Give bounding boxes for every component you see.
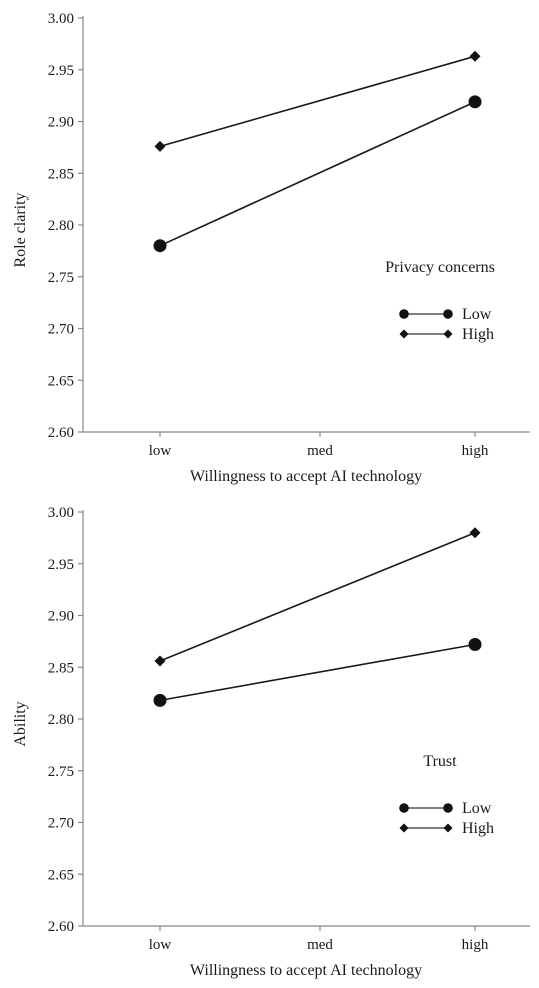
x-tick-label: low bbox=[149, 937, 172, 953]
legend-title: Trust bbox=[423, 753, 457, 770]
data-point-high bbox=[154, 140, 166, 152]
y-tick-label: 2.90 bbox=[48, 609, 74, 625]
series-line-low bbox=[159, 101, 476, 247]
data-point-high bbox=[469, 50, 481, 62]
y-tick-label: 2.65 bbox=[48, 867, 74, 883]
y-tick-label: 2.75 bbox=[48, 270, 74, 286]
y-tick-label: 2.85 bbox=[48, 660, 74, 676]
y-tick-label: 2.70 bbox=[48, 816, 74, 832]
legend-marker-circle-icon bbox=[399, 803, 409, 813]
x-tick-label: high bbox=[462, 443, 489, 459]
x-axis-title: Willingness to accept AI technology bbox=[190, 962, 422, 979]
y-tick-label: 3.00 bbox=[48, 11, 74, 27]
legend-marker-circle-icon bbox=[443, 803, 453, 813]
legend-marker-diamond-icon bbox=[399, 823, 409, 833]
series-line-high bbox=[159, 55, 476, 148]
x-tick-label: high bbox=[462, 937, 489, 953]
x-tick-label: med bbox=[307, 937, 333, 953]
y-axis-title: Ability bbox=[12, 701, 29, 746]
chart-ability-svg: 2.60 2.65 2.70 2.75 2.80 2.85 2.90 2.95 3.00 low m… bbox=[12, 505, 530, 979]
y-tick-label: 2.60 bbox=[48, 425, 74, 441]
data-point-high bbox=[154, 655, 166, 667]
legend-entry-label: Low bbox=[462, 306, 492, 323]
y-axis-title: Role clarity bbox=[12, 192, 29, 267]
data-point-low bbox=[153, 693, 167, 707]
y-tick-label: 2.90 bbox=[48, 115, 74, 131]
y-tick-label: 2.95 bbox=[48, 557, 74, 573]
legend-title: Privacy concerns bbox=[385, 259, 495, 276]
y-tick-label: 2.95 bbox=[48, 63, 74, 79]
chart-ability: 2.60 2.65 2.70 2.75 2.80 2.85 2.90 2.95 3.00 low m… bbox=[0, 494, 539, 988]
chart-role-clarity-svg: 2.60 2.65 2.70 2.75 2.80 2.85 2.90 2.95 3.00 low m… bbox=[12, 11, 530, 485]
legend-entry-label: High bbox=[462, 820, 494, 837]
legend-marker-diamond-icon bbox=[399, 329, 409, 339]
x-tick-label: low bbox=[149, 443, 172, 459]
data-point-low bbox=[468, 95, 482, 109]
legend-marker-circle-icon bbox=[399, 309, 409, 319]
y-tick-label: 2.85 bbox=[48, 166, 74, 182]
data-point-low bbox=[153, 239, 167, 253]
y-tick-label: 2.80 bbox=[48, 218, 74, 234]
legend-entry-label: High bbox=[462, 326, 494, 343]
legend-marker-diamond-icon bbox=[443, 329, 453, 339]
y-tick-label: 2.75 bbox=[48, 764, 74, 780]
x-axis-title: Willingness to accept AI technology bbox=[190, 468, 422, 485]
series-line-high bbox=[159, 531, 476, 662]
y-tick-label: 2.80 bbox=[48, 712, 74, 728]
data-point-high bbox=[469, 527, 481, 539]
y-tick-label: 2.70 bbox=[48, 322, 74, 338]
chart-role-clarity: 2.60 2.65 2.70 2.75 2.80 2.85 2.90 2.95 3.00 low m… bbox=[12, 11, 530, 485]
y-tick-label: 3.00 bbox=[48, 505, 74, 521]
legend-marker-circle-icon bbox=[443, 309, 453, 319]
legend-marker-diamond-icon bbox=[443, 823, 453, 833]
legend-entry-label: Low bbox=[462, 800, 492, 817]
data-point-low bbox=[468, 637, 482, 651]
series-line-low bbox=[159, 643, 476, 702]
x-tick-label: med bbox=[307, 443, 333, 459]
y-tick-label: 2.65 bbox=[48, 373, 74, 389]
y-tick-label: 2.60 bbox=[48, 919, 74, 935]
